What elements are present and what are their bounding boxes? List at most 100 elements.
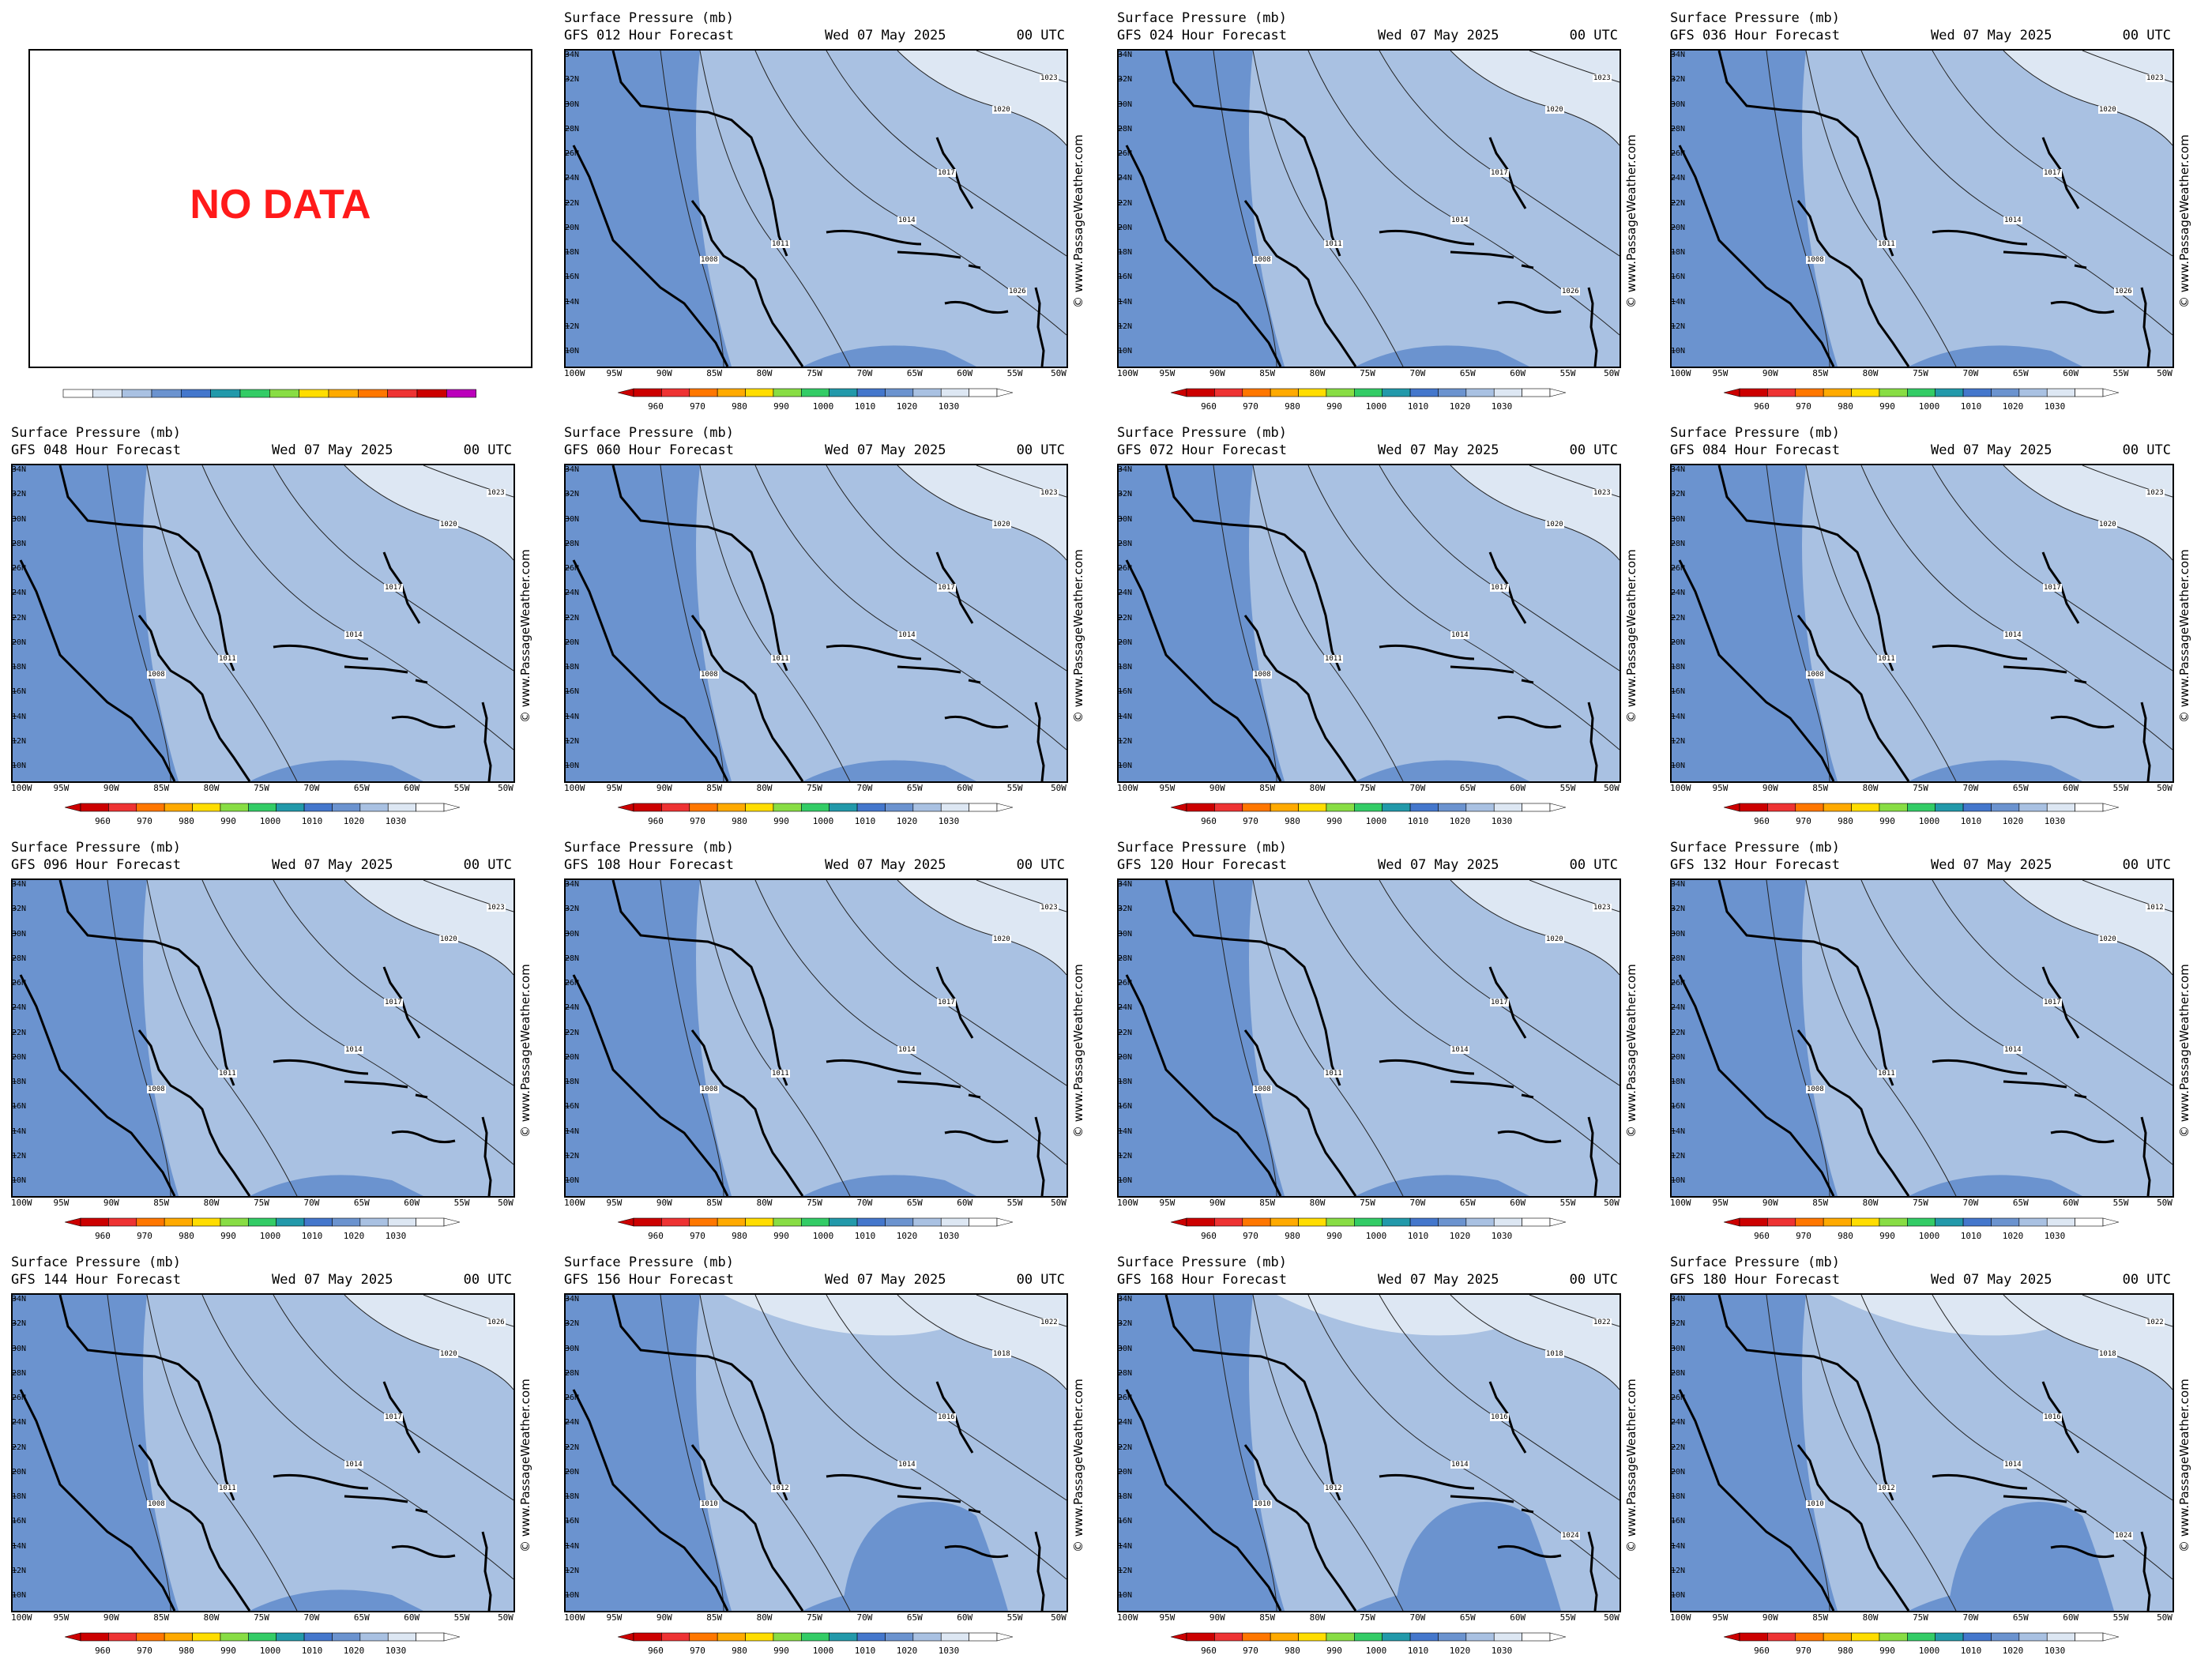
isobar-label: 1017 [937,169,956,177]
lat-label: 20N [565,638,580,647]
colorbar-segment [885,803,914,812]
coastline [1164,880,1341,1086]
pressure-colorbar: 960 970 980 990 1000 1010 1020 1030 [1170,1631,1567,1656]
colorbar-segment [912,803,942,812]
lon-label: 55W [2112,368,2129,378]
pressure-map: 1017 1014 1011 1008 1020 1023 1026 34N 32N 30N 28N… [1670,49,2174,368]
colorbar-tick-label: 970 [1243,1231,1258,1241]
colorbar-tick-label: 960 [1754,1646,1770,1656]
coastline [1379,1473,1475,1490]
forecast-panel: Surface Pressure (mb) GFS 024 Hour Foreca… [1106,0,1659,415]
colorbar-segment [633,1217,662,1227]
colorbar-max-arrow [996,388,1014,397]
colorbar-tick-label: 990 [1326,401,1342,412]
coastline [897,1080,961,1089]
lat-label: 22N [1671,1028,1686,1037]
coastline [897,665,961,674]
lat-label: 12N [1671,736,1686,746]
nodata-colorbar-segment [416,389,447,398]
forecast-date: Wed 07 May 2025 [272,442,393,458]
isobar-line [699,880,851,1196]
lat-label: 20N [1671,223,1686,232]
lon-label: 80W [1862,1612,1879,1623]
lat-label: 14N [565,712,580,721]
lat-label: 16N [12,1517,27,1526]
coastline [2003,250,2067,259]
lat-label: 28N [565,1368,580,1378]
panel-title: Surface Pressure (mb) [11,1255,181,1270]
lon-label: 55W [2112,1198,2129,1208]
nodata-colorbar-segment [328,389,359,398]
isobar-label: 1017 [2043,999,2062,1006]
colorbar-segment [2018,803,2048,812]
lon-label: 90W [1762,783,1778,793]
lon-label: 90W [656,1198,672,1208]
lat-label: 24N [565,174,580,183]
lat-label: 20N [565,1467,580,1477]
lat-label: 24N [12,589,27,598]
lon-label: 65W [1459,1198,1476,1208]
colorbar-ticks: 960 970 980 990 1000 1010 1020 1030 [65,816,460,826]
colorbar-segment [969,803,998,812]
lat-label: 12N [1671,1151,1686,1161]
lat-label: 28N [1118,1368,1133,1378]
isobar-label: 1020 [992,521,1011,529]
lon-label: 70W [1409,1612,1426,1623]
coastline [1164,51,1341,257]
lon-label: 85W [153,1198,170,1208]
low-pressure-zone [13,1295,179,1611]
colorbar-segment [1465,1632,1495,1642]
colorbar-tick-label: 1030 [2044,401,2066,412]
lat-label: 14N [12,712,27,721]
lat-label: 30N [565,1344,580,1353]
lon-label: 90W [656,1612,672,1623]
lat-label: 22N [1118,1028,1133,1037]
colorbar-tick-label: 990 [773,1646,789,1656]
colorbar-ticks: 960 970 980 990 1000 1010 1020 1030 [1171,401,1566,412]
isobar-label: 1020 [1545,106,1564,114]
lon-axis: 100W 95W 90W 85W 80W 75W 70W 65W 60W 55W 50W [11,1198,517,1209]
lon-label: 75W [1360,1198,1375,1208]
colorbar-tick-label: 1020 [896,1231,918,1241]
forecast-panel: Surface Pressure (mb) GFS 060 Hour Foreca… [553,415,1106,830]
lon-label: 50W [498,783,514,793]
high-pressure-zone [1450,51,1620,145]
colorbar-tick-label: 970 [137,1231,152,1241]
forecast-hour-label: GFS 144 Hour Forecast [11,1272,181,1288]
forecast-date: Wed 07 May 2025 [825,857,946,873]
colorbar-tick-label: 970 [690,1646,705,1656]
colorbar-segment [2075,388,2104,397]
coastline [572,1389,729,1611]
coastline [1717,1295,1894,1501]
colorbar-segment [136,1632,165,1642]
colorbar-segment [1823,1217,1852,1227]
colorbar-segment [745,388,774,397]
lat-label: 30N [1118,1344,1133,1353]
nodata-label: NO DATA [190,182,371,228]
lat-label: 16N [565,1102,580,1112]
forecast-utc: 00 UTC [463,442,512,458]
forecast-hour-label: GFS 096 Hour Forecast [11,857,181,873]
isobar-line [146,1295,298,1611]
isobar-label: 1011 [1324,240,1343,248]
colorbar-tick-label: 1030 [1491,816,1513,826]
lon-label: 75W [807,1198,822,1208]
colorbar-segment [1851,803,1880,812]
low-pressure-zone [1909,345,2082,367]
coastline [1164,1295,1341,1501]
pressure-colorbar: 960 970 980 990 1000 1010 1020 1030 [617,387,1014,412]
coastline [2050,1544,2115,1559]
pressure-colorbar: 960 970 980 990 1000 1010 1020 1030 [1723,1631,2120,1656]
coastline [572,974,729,1196]
lon-label: 85W [1812,1198,1829,1208]
pressure-map: 1016 1014 1012 1010 1018 1022 1024 34N 32N 30N 28N… [1117,1293,1621,1612]
colorbar-min-arrow [1723,1217,1740,1227]
lon-label: 100W [1117,1612,1138,1623]
isobar-label: 1023 [1040,489,1059,497]
colorbar-max-arrow [2102,803,2120,812]
colorbar-segment [276,803,305,812]
coastline [1932,1473,2028,1490]
colorbar-tick-label: 1010 [301,816,323,826]
lon-label: 100W [1670,1198,1691,1208]
colorbar-segment [164,1632,193,1642]
